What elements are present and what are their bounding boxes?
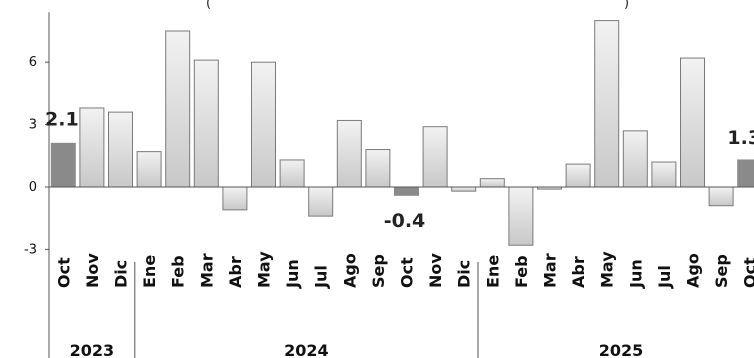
x-tick-label: Abr xyxy=(569,256,588,288)
bar xyxy=(708,186,734,207)
y-tick-label: 3 xyxy=(29,118,37,133)
chart-title-fragment-close: ) xyxy=(624,0,629,11)
x-tick-label: Oct xyxy=(398,257,417,288)
x-tick-label: Nov xyxy=(426,253,445,288)
bar xyxy=(222,186,248,211)
x-axis: Oct Nov Dic Ene Feb Mar Abr May Jun Jul Ago Sep Oct N… xyxy=(48,251,754,358)
x-tick-label: Oct xyxy=(54,257,73,288)
year-label: 2023 xyxy=(70,341,115,358)
data-label: 1.3 xyxy=(727,127,754,149)
bar xyxy=(193,59,219,188)
bar xyxy=(251,61,276,188)
bar xyxy=(594,20,620,188)
x-tick-label: Sep xyxy=(369,254,388,288)
x-tick-label: Ago xyxy=(684,253,703,288)
bar xyxy=(108,111,133,188)
x-tick-label: Mar xyxy=(197,253,216,288)
x-tick-label: Dic xyxy=(455,260,474,288)
x-tick-label: Jul xyxy=(312,265,331,289)
x-tick-label: Oct xyxy=(741,257,754,288)
data-label: 2.1 xyxy=(45,108,79,130)
year-label: 2025 xyxy=(599,341,644,358)
data-labels: 2.1 -0.4 1.3 xyxy=(45,108,754,232)
y-tick-label: 6 xyxy=(29,55,37,70)
bar xyxy=(479,178,505,188)
x-tick-label: Jul xyxy=(655,265,674,289)
bar xyxy=(308,186,334,217)
x-tick-label: Jun xyxy=(626,259,645,289)
x-tick-label: Ago xyxy=(340,253,359,288)
x-tick-label: Ene xyxy=(140,255,159,288)
bar xyxy=(79,107,105,188)
x-tick-label: Nov xyxy=(83,253,102,288)
y-axis: -3 0 3 6 xyxy=(24,12,50,273)
bar xyxy=(336,119,362,188)
x-tick-label: Dic xyxy=(112,260,131,288)
bar xyxy=(394,186,419,196)
x-tick-label: May xyxy=(255,251,274,288)
x-tick-label: May xyxy=(598,251,617,288)
bars xyxy=(49,20,754,246)
data-label: -0.4 xyxy=(384,210,426,232)
bar xyxy=(279,159,305,188)
x-tick-label: Sep xyxy=(712,254,731,288)
bar xyxy=(451,186,477,192)
bar xyxy=(136,151,162,188)
bar xyxy=(365,149,391,188)
y-tick-label: -3 xyxy=(24,242,37,257)
bar xyxy=(50,142,76,188)
bar xyxy=(508,186,534,246)
year-label: 2024 xyxy=(284,341,329,358)
bar xyxy=(165,30,191,188)
y-tick-label: 0 xyxy=(29,180,37,195)
x-tick-label: Feb xyxy=(169,255,188,288)
bar xyxy=(565,163,591,188)
x-tick-label: Feb xyxy=(512,255,531,288)
bar xyxy=(651,161,677,188)
bar xyxy=(422,126,448,188)
bar xyxy=(622,130,648,188)
x-tick-label: Abr xyxy=(226,256,245,288)
bar xyxy=(680,57,705,188)
chart-title-fragment-open: ( xyxy=(206,0,211,11)
bar xyxy=(737,159,754,188)
x-tick-label: Jun xyxy=(283,259,302,289)
x-tick-label: Ene xyxy=(483,255,502,288)
x-tick-label: Mar xyxy=(541,253,560,288)
